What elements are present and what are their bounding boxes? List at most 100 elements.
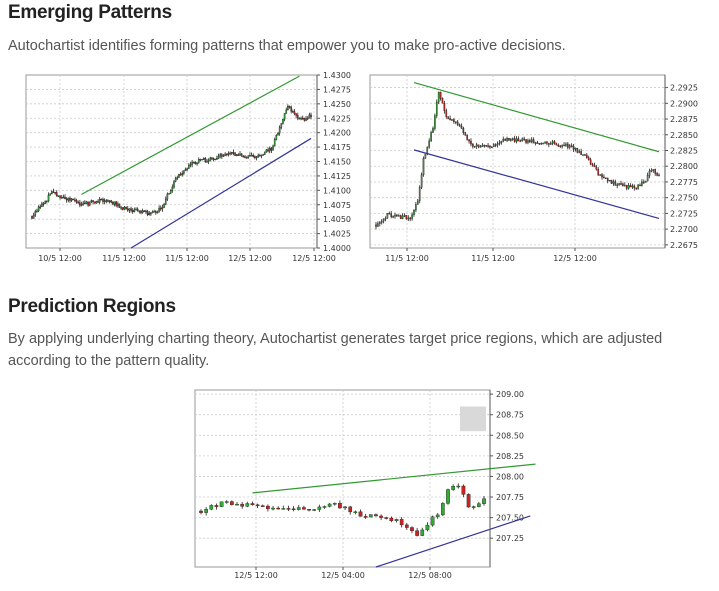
candle-down xyxy=(155,211,157,213)
candle-up xyxy=(380,220,383,223)
candle-down xyxy=(136,208,139,211)
candle-up xyxy=(120,207,122,209)
candle-up xyxy=(599,174,601,176)
lower-trend-line xyxy=(413,149,660,220)
candle-up xyxy=(479,146,482,148)
candle-up xyxy=(151,211,154,214)
candle-up xyxy=(257,155,259,158)
candle-down xyxy=(477,144,480,147)
candle-down xyxy=(65,198,68,201)
candle-up xyxy=(451,119,453,121)
candle-up xyxy=(306,117,309,120)
candle-down xyxy=(55,192,58,196)
y-tick-label: 1.4075 xyxy=(323,201,351,210)
candle-up xyxy=(413,209,415,215)
candle-up xyxy=(378,222,381,224)
candle-up xyxy=(186,168,188,170)
candle-up xyxy=(542,142,544,145)
candle-up xyxy=(176,177,179,179)
candle-up xyxy=(498,142,501,145)
section-text-emerging-patterns: Autochartist identifies forming patterns… xyxy=(8,38,566,54)
candle-down xyxy=(489,146,491,148)
candle-up xyxy=(224,153,226,156)
candle-down xyxy=(267,149,269,152)
candle-up xyxy=(481,144,484,147)
candle-down xyxy=(110,200,113,203)
x-tick-label: 12/5 04:00 xyxy=(321,571,365,580)
candle-up xyxy=(574,147,577,150)
candle-up xyxy=(156,211,159,214)
candle-down xyxy=(338,503,342,509)
x-tick-label: 12/5 12:00 xyxy=(553,254,597,263)
candle-up xyxy=(473,145,476,148)
candle-up xyxy=(37,206,40,212)
y-tick-label: 1.4250 xyxy=(323,100,351,109)
candle-down xyxy=(288,105,291,108)
candle-up xyxy=(39,206,42,208)
candle-down xyxy=(74,199,76,202)
candle-down xyxy=(363,516,368,518)
lower-trend-line xyxy=(375,515,531,568)
candle-up xyxy=(428,140,430,148)
candle-up xyxy=(332,503,337,505)
candle-up xyxy=(618,183,620,185)
candle-down xyxy=(525,139,527,143)
candle-down xyxy=(504,138,506,141)
candle-up xyxy=(430,132,432,142)
candle-up xyxy=(648,170,651,176)
candle-up xyxy=(141,210,144,213)
candle-down xyxy=(462,128,465,133)
candle-up xyxy=(377,223,379,227)
y-tick-label: 2.2800 xyxy=(670,162,698,171)
candle-up xyxy=(511,138,514,140)
candle-up xyxy=(534,142,537,144)
candle-down xyxy=(260,505,265,507)
section-text-prediction-regions: By applying underlying charting theory, … xyxy=(8,331,663,369)
candle-down xyxy=(470,140,472,145)
candle-down xyxy=(252,155,255,157)
candle-up xyxy=(169,190,172,194)
candle-up xyxy=(209,505,214,510)
candle-down xyxy=(292,111,294,113)
y-tick-label: 1.4025 xyxy=(323,230,351,239)
candle-down xyxy=(605,177,607,179)
y-tick-label: 207.50 xyxy=(496,514,524,523)
upper-trend-line xyxy=(252,463,536,494)
candle-up xyxy=(386,213,389,219)
candle-up xyxy=(206,161,208,163)
candle-down xyxy=(405,215,408,220)
candle-down xyxy=(580,151,582,155)
candle-up xyxy=(201,158,203,161)
candle-down xyxy=(146,211,149,215)
y-tick-label: 2.2750 xyxy=(670,194,698,203)
candle-down xyxy=(601,174,603,178)
candle-up xyxy=(631,185,634,188)
y-tick-label: 208.25 xyxy=(496,452,524,461)
candle-up xyxy=(418,187,421,202)
candle-up xyxy=(434,115,436,129)
candle-up xyxy=(168,193,170,195)
candle-up xyxy=(196,162,198,165)
candle-up xyxy=(578,151,581,153)
candle-up xyxy=(166,193,169,200)
candle-down xyxy=(250,503,255,506)
candle-down xyxy=(570,145,573,147)
candle-up xyxy=(401,215,404,219)
candle-down xyxy=(237,154,240,156)
candle-down xyxy=(270,148,273,151)
candle-down xyxy=(656,173,658,176)
candle-up xyxy=(549,142,552,145)
candle-up xyxy=(411,214,413,219)
y-tick-label: 2.2925 xyxy=(670,84,698,93)
plot-area xyxy=(369,74,666,249)
candle-up xyxy=(652,169,655,171)
candle-up xyxy=(510,139,512,141)
candle-down xyxy=(404,524,409,528)
candle-up xyxy=(278,127,281,134)
candle-up xyxy=(353,511,358,514)
candle-down xyxy=(212,158,215,160)
candle-up xyxy=(368,514,373,518)
candle-up xyxy=(502,138,505,142)
candle-up xyxy=(568,145,571,148)
candle-up xyxy=(153,211,155,213)
